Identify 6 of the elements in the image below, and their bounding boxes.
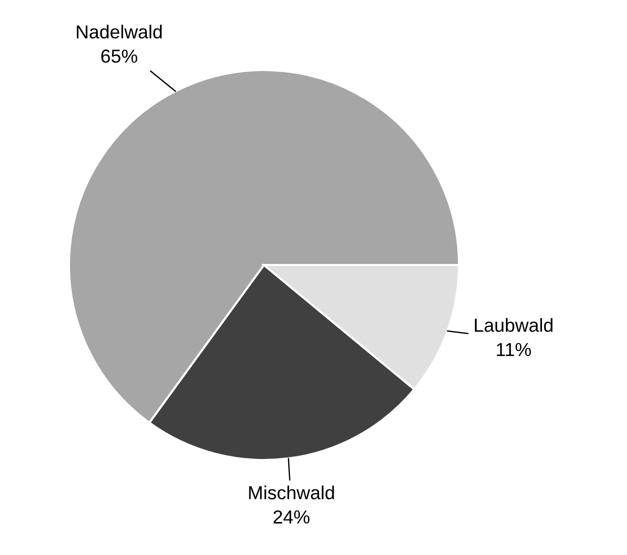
slice-label: Mischwald [249, 486, 334, 500]
data-label: 24% [274, 510, 310, 524]
slice-label: Laubwald [474, 318, 552, 332]
data-label: 11% [496, 342, 531, 356]
data-label: 65% [101, 50, 138, 63]
slice-label: Nadelwald [76, 24, 162, 39]
